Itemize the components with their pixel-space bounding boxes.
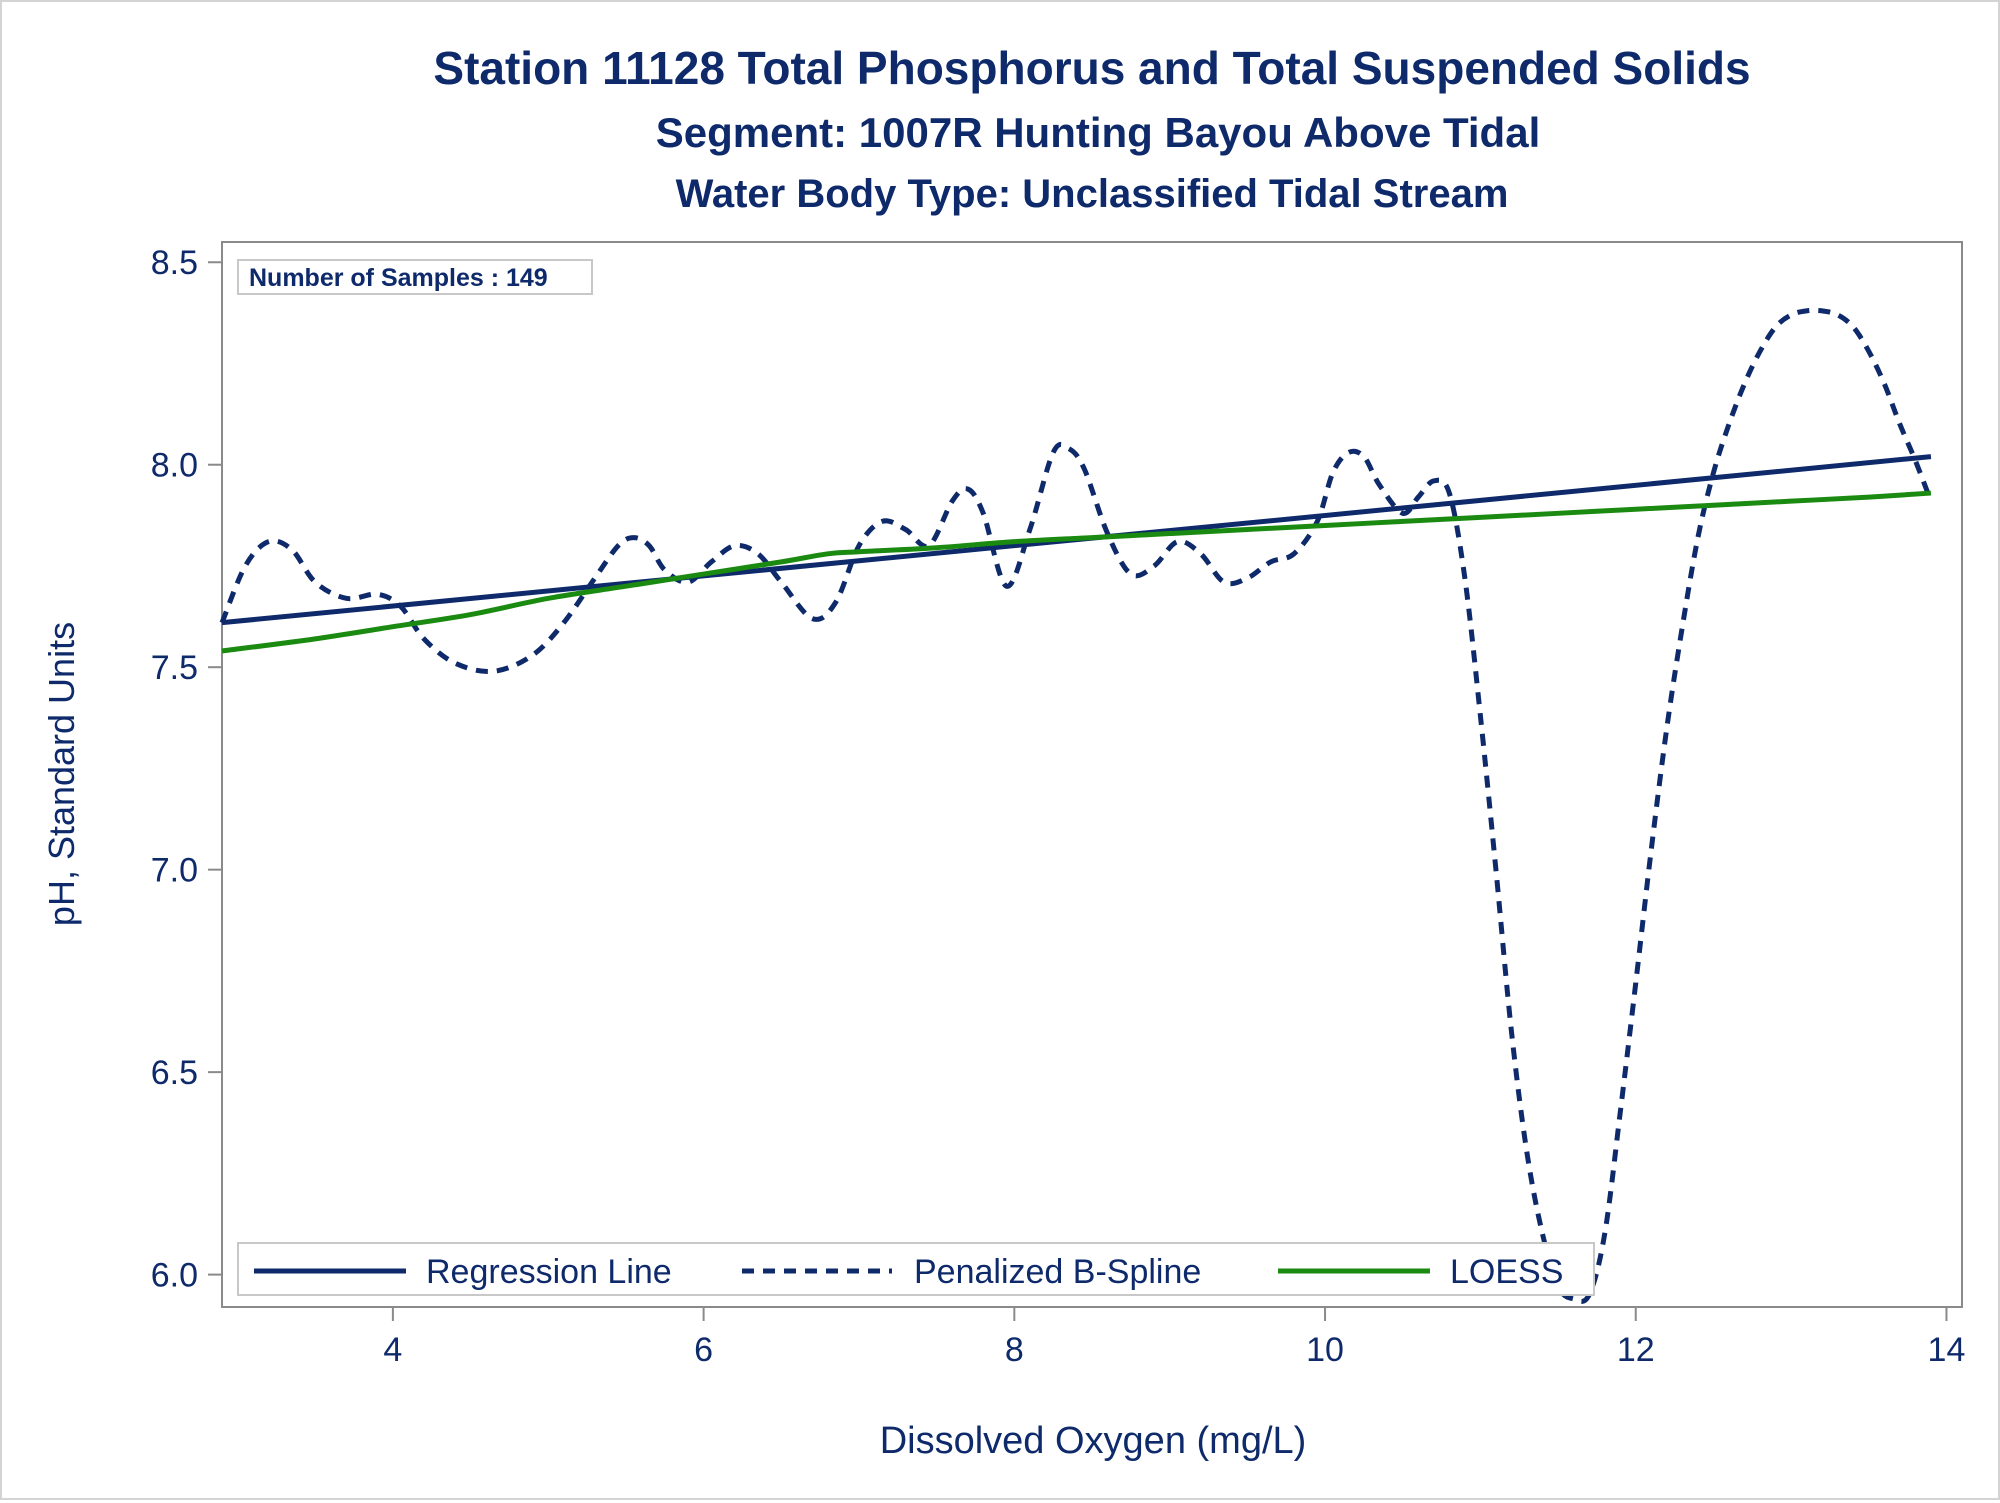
x-axis-label: Dissolved Oxygen (mg/L) — [880, 1420, 1307, 1462]
chart-subtitle-2: Water Body Type: Unclassified Tidal Stre… — [676, 172, 1509, 216]
legend: Regression Line Penalized B-Spline LOESS — [237, 1242, 1595, 1296]
y-tick-label: 6.5 — [151, 1054, 198, 1092]
sample-count-box: Number of Samples : 149 — [237, 259, 593, 295]
sample-count-label: Number of Samples : 149 — [249, 264, 548, 292]
x-tick-label: 12 — [1617, 1331, 1655, 1369]
legend-item-regression: Regression Line — [254, 1253, 672, 1291]
legend-item-loess: LOESS — [1278, 1253, 1563, 1291]
x-tick-label: 6 — [694, 1331, 713, 1369]
x-tick-label: 4 — [383, 1331, 402, 1369]
series-layer — [219, 307, 1934, 1304]
y-tick-label: 7.5 — [151, 649, 198, 687]
x-tick-label: 10 — [1306, 1331, 1344, 1369]
y-tick-label: 7.0 — [151, 852, 198, 890]
y-axis: 6.0 6.5 7.0 7.5 8.0 8.5 — [151, 244, 222, 1295]
series-loess — [221, 490, 1932, 654]
y-axis-label: pH, Standard Units — [41, 622, 82, 926]
plot-area — [221, 241, 1963, 1308]
x-tick-label: 14 — [1928, 1331, 1966, 1369]
y-tick-label: 8.0 — [151, 447, 198, 485]
y-tick-label: 8.5 — [151, 244, 198, 282]
y-tick-label: 6.0 — [151, 1257, 198, 1295]
chart-title: Station 11128 Total Phosphorus and Total… — [433, 42, 1750, 94]
chart-subtitle: Segment: 1007R Hunting Bayou Above Tidal — [656, 109, 1540, 156]
legend-label-loess: LOESS — [1450, 1253, 1563, 1291]
x-tick-label: 8 — [1005, 1331, 1024, 1369]
series-penalized-b-spline — [219, 307, 1934, 1304]
legend-label-spline: Penalized B-Spline — [914, 1253, 1201, 1291]
sample-count-frame — [237, 259, 593, 295]
legend-label-regression: Regression Line — [426, 1253, 672, 1291]
x-axis: 4 6 8 10 12 14 — [383, 1307, 1965, 1369]
legend-item-spline: Penalized B-Spline — [742, 1253, 1201, 1291]
